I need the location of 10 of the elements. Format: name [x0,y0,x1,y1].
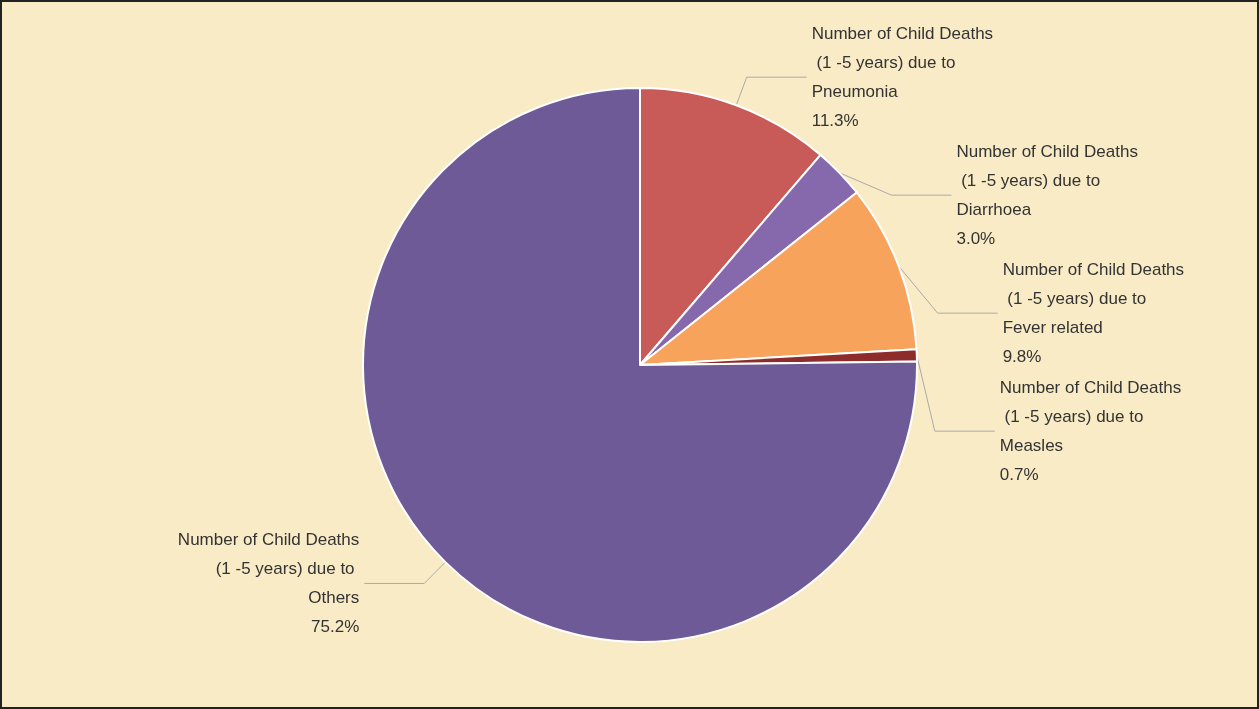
slice-label: Number of Child Deaths (1 -5 years) due to Measles [999,378,1182,456]
slice-label: Number of Child Deaths (1 -5 years) due to Others [177,530,360,608]
data-label: 0.7% [999,465,1039,485]
data-label: 9.8% [1002,347,1042,367]
slice-label: Number of Child Deaths (1 -5 years) due to Diarrhoea [956,142,1138,220]
slice-label: Number of Child Deaths (1 -5 years) due to Fever related [1002,260,1185,338]
data-label: 11.3% [811,111,859,131]
data-label: 75.2% [311,617,360,637]
data-label: 3.0% [956,229,996,249]
slice-label: Number of Child Deaths (1 -5 years) due to Pneumonia [811,24,994,102]
